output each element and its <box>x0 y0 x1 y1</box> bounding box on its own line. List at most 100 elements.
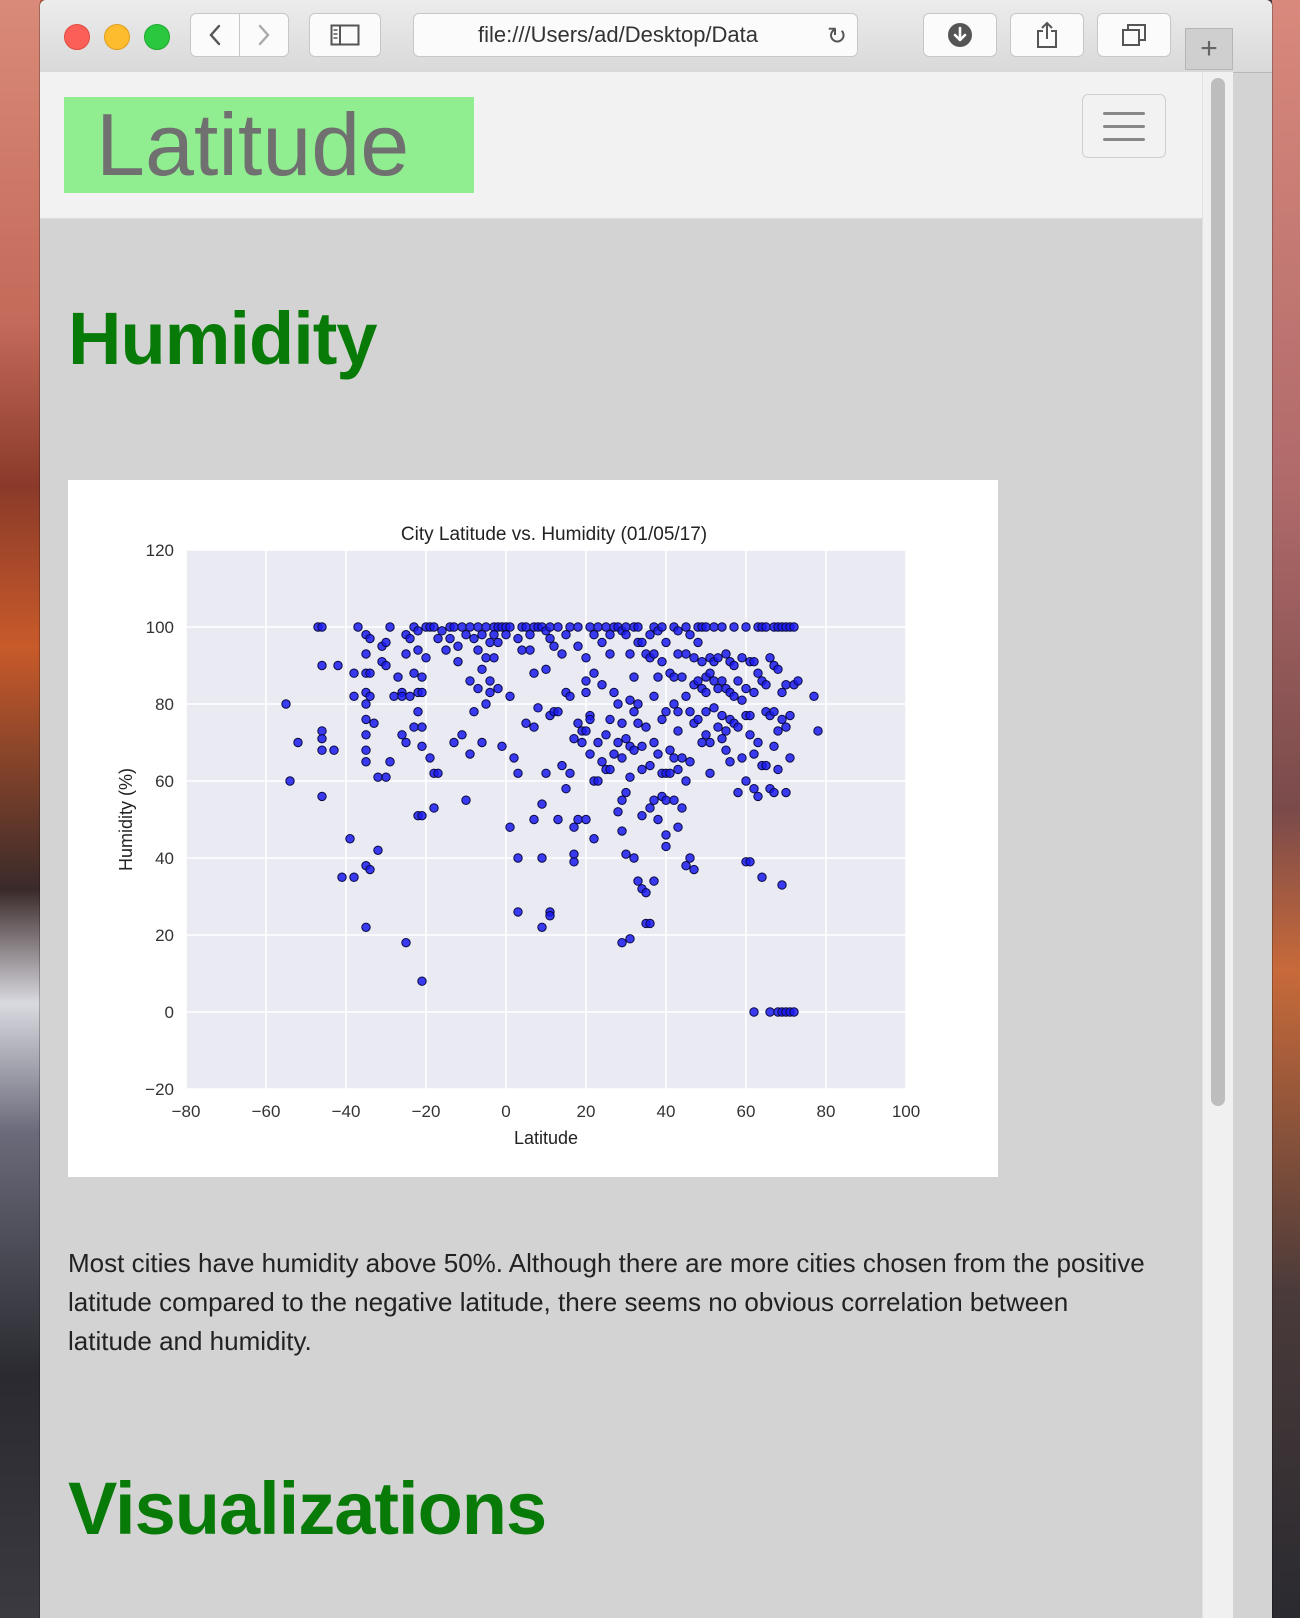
data-point <box>625 649 635 659</box>
url-fade <box>769 14 809 56</box>
data-point <box>545 622 555 632</box>
data-point <box>561 630 571 640</box>
data-point <box>773 764 783 775</box>
data-point <box>729 622 739 632</box>
data-point <box>425 753 435 763</box>
data-point <box>741 776 751 786</box>
desktop-wallpaper-right <box>1272 0 1300 1618</box>
data-point <box>597 637 607 648</box>
data-point <box>317 726 327 736</box>
data-point <box>705 737 715 748</box>
data-point <box>469 707 479 717</box>
data-point <box>749 784 759 794</box>
data-point <box>573 814 583 825</box>
downloads-button[interactable] <box>923 13 997 57</box>
data-point <box>461 795 471 805</box>
navbar-toggle-button[interactable] <box>1082 94 1166 158</box>
data-point <box>589 630 599 640</box>
vertical-scrollbar[interactable] <box>1202 72 1233 1618</box>
data-point <box>765 653 775 663</box>
site-navbar: Latitude <box>40 72 1202 219</box>
data-point <box>673 649 683 659</box>
sidebar-toggle-button[interactable] <box>309 13 381 57</box>
reload-icon[interactable]: ↻ <box>826 23 847 50</box>
data-point <box>361 745 371 755</box>
show-tabs-button[interactable] <box>1097 13 1171 57</box>
data-point <box>465 676 475 686</box>
data-point <box>673 726 683 736</box>
data-point <box>721 726 731 736</box>
x-tick-label: −60 <box>252 1102 281 1121</box>
data-point <box>437 626 447 636</box>
data-point <box>417 741 427 752</box>
data-point <box>645 918 655 929</box>
data-point <box>413 626 423 636</box>
data-point <box>585 622 595 632</box>
address-bar[interactable]: file:///Users/ad/Desktop/Data ↻ <box>413 13 858 57</box>
section-title: Humidity <box>68 297 378 380</box>
data-point <box>401 649 411 659</box>
data-point <box>717 733 727 744</box>
hamburger-icon-bar <box>1103 138 1145 141</box>
data-point <box>473 645 483 655</box>
data-point <box>461 630 471 640</box>
data-point <box>281 699 291 709</box>
data-point <box>701 622 711 632</box>
data-point <box>793 676 803 686</box>
share-button[interactable] <box>1010 13 1084 57</box>
scrollbar-thumb[interactable] <box>1211 78 1225 1106</box>
humidity-chart: −80 −60 −40 −20 0 20 40 60 80 100 −20 0 20 40 60 80 100 1… <box>68 480 998 1177</box>
data-point <box>413 645 423 655</box>
data-point <box>721 745 731 755</box>
close-window-button[interactable] <box>64 24 90 50</box>
share-icon <box>1037 21 1057 48</box>
data-point <box>557 649 567 659</box>
chart-title: City Latitude vs. Humidity (01/05/17) <box>401 524 707 545</box>
back-button[interactable] <box>190 13 240 57</box>
data-point <box>381 660 391 671</box>
data-point <box>569 857 579 867</box>
data-point <box>725 757 735 767</box>
data-point <box>513 633 523 644</box>
data-point <box>789 622 799 632</box>
data-point <box>485 687 495 698</box>
data-point <box>669 795 679 805</box>
data-point <box>585 714 595 725</box>
data-point <box>597 757 607 767</box>
data-point <box>317 622 327 632</box>
data-point <box>733 787 743 798</box>
data-point <box>813 726 823 736</box>
data-point <box>469 633 479 644</box>
data-point <box>753 791 763 802</box>
data-point <box>713 722 723 732</box>
data-point <box>741 622 751 632</box>
zoom-window-button[interactable] <box>144 24 170 50</box>
data-point <box>629 853 639 863</box>
data-point <box>789 1007 799 1017</box>
data-point <box>677 753 687 763</box>
forward-button[interactable] <box>239 13 289 57</box>
x-tick-label: 80 <box>817 1102 836 1121</box>
data-point <box>589 834 599 844</box>
data-point <box>557 760 567 771</box>
data-point <box>513 853 523 863</box>
data-point <box>565 622 575 632</box>
data-point <box>373 845 383 855</box>
data-point <box>581 653 591 663</box>
data-point <box>417 810 427 821</box>
data-point <box>381 637 391 648</box>
data-point <box>669 699 679 709</box>
data-point <box>449 737 459 748</box>
data-point <box>681 649 691 659</box>
hamburger-icon <box>1103 112 1145 115</box>
data-point <box>785 710 795 721</box>
data-point <box>645 630 655 640</box>
minimize-window-button[interactable] <box>104 24 130 50</box>
navbar-brand[interactable]: Latitude <box>64 97 474 193</box>
data-point <box>497 741 507 752</box>
data-point <box>505 822 515 832</box>
data-point <box>593 622 603 632</box>
new-tab-button[interactable]: + <box>1185 28 1233 70</box>
data-point <box>661 637 671 648</box>
data-point <box>441 645 451 655</box>
